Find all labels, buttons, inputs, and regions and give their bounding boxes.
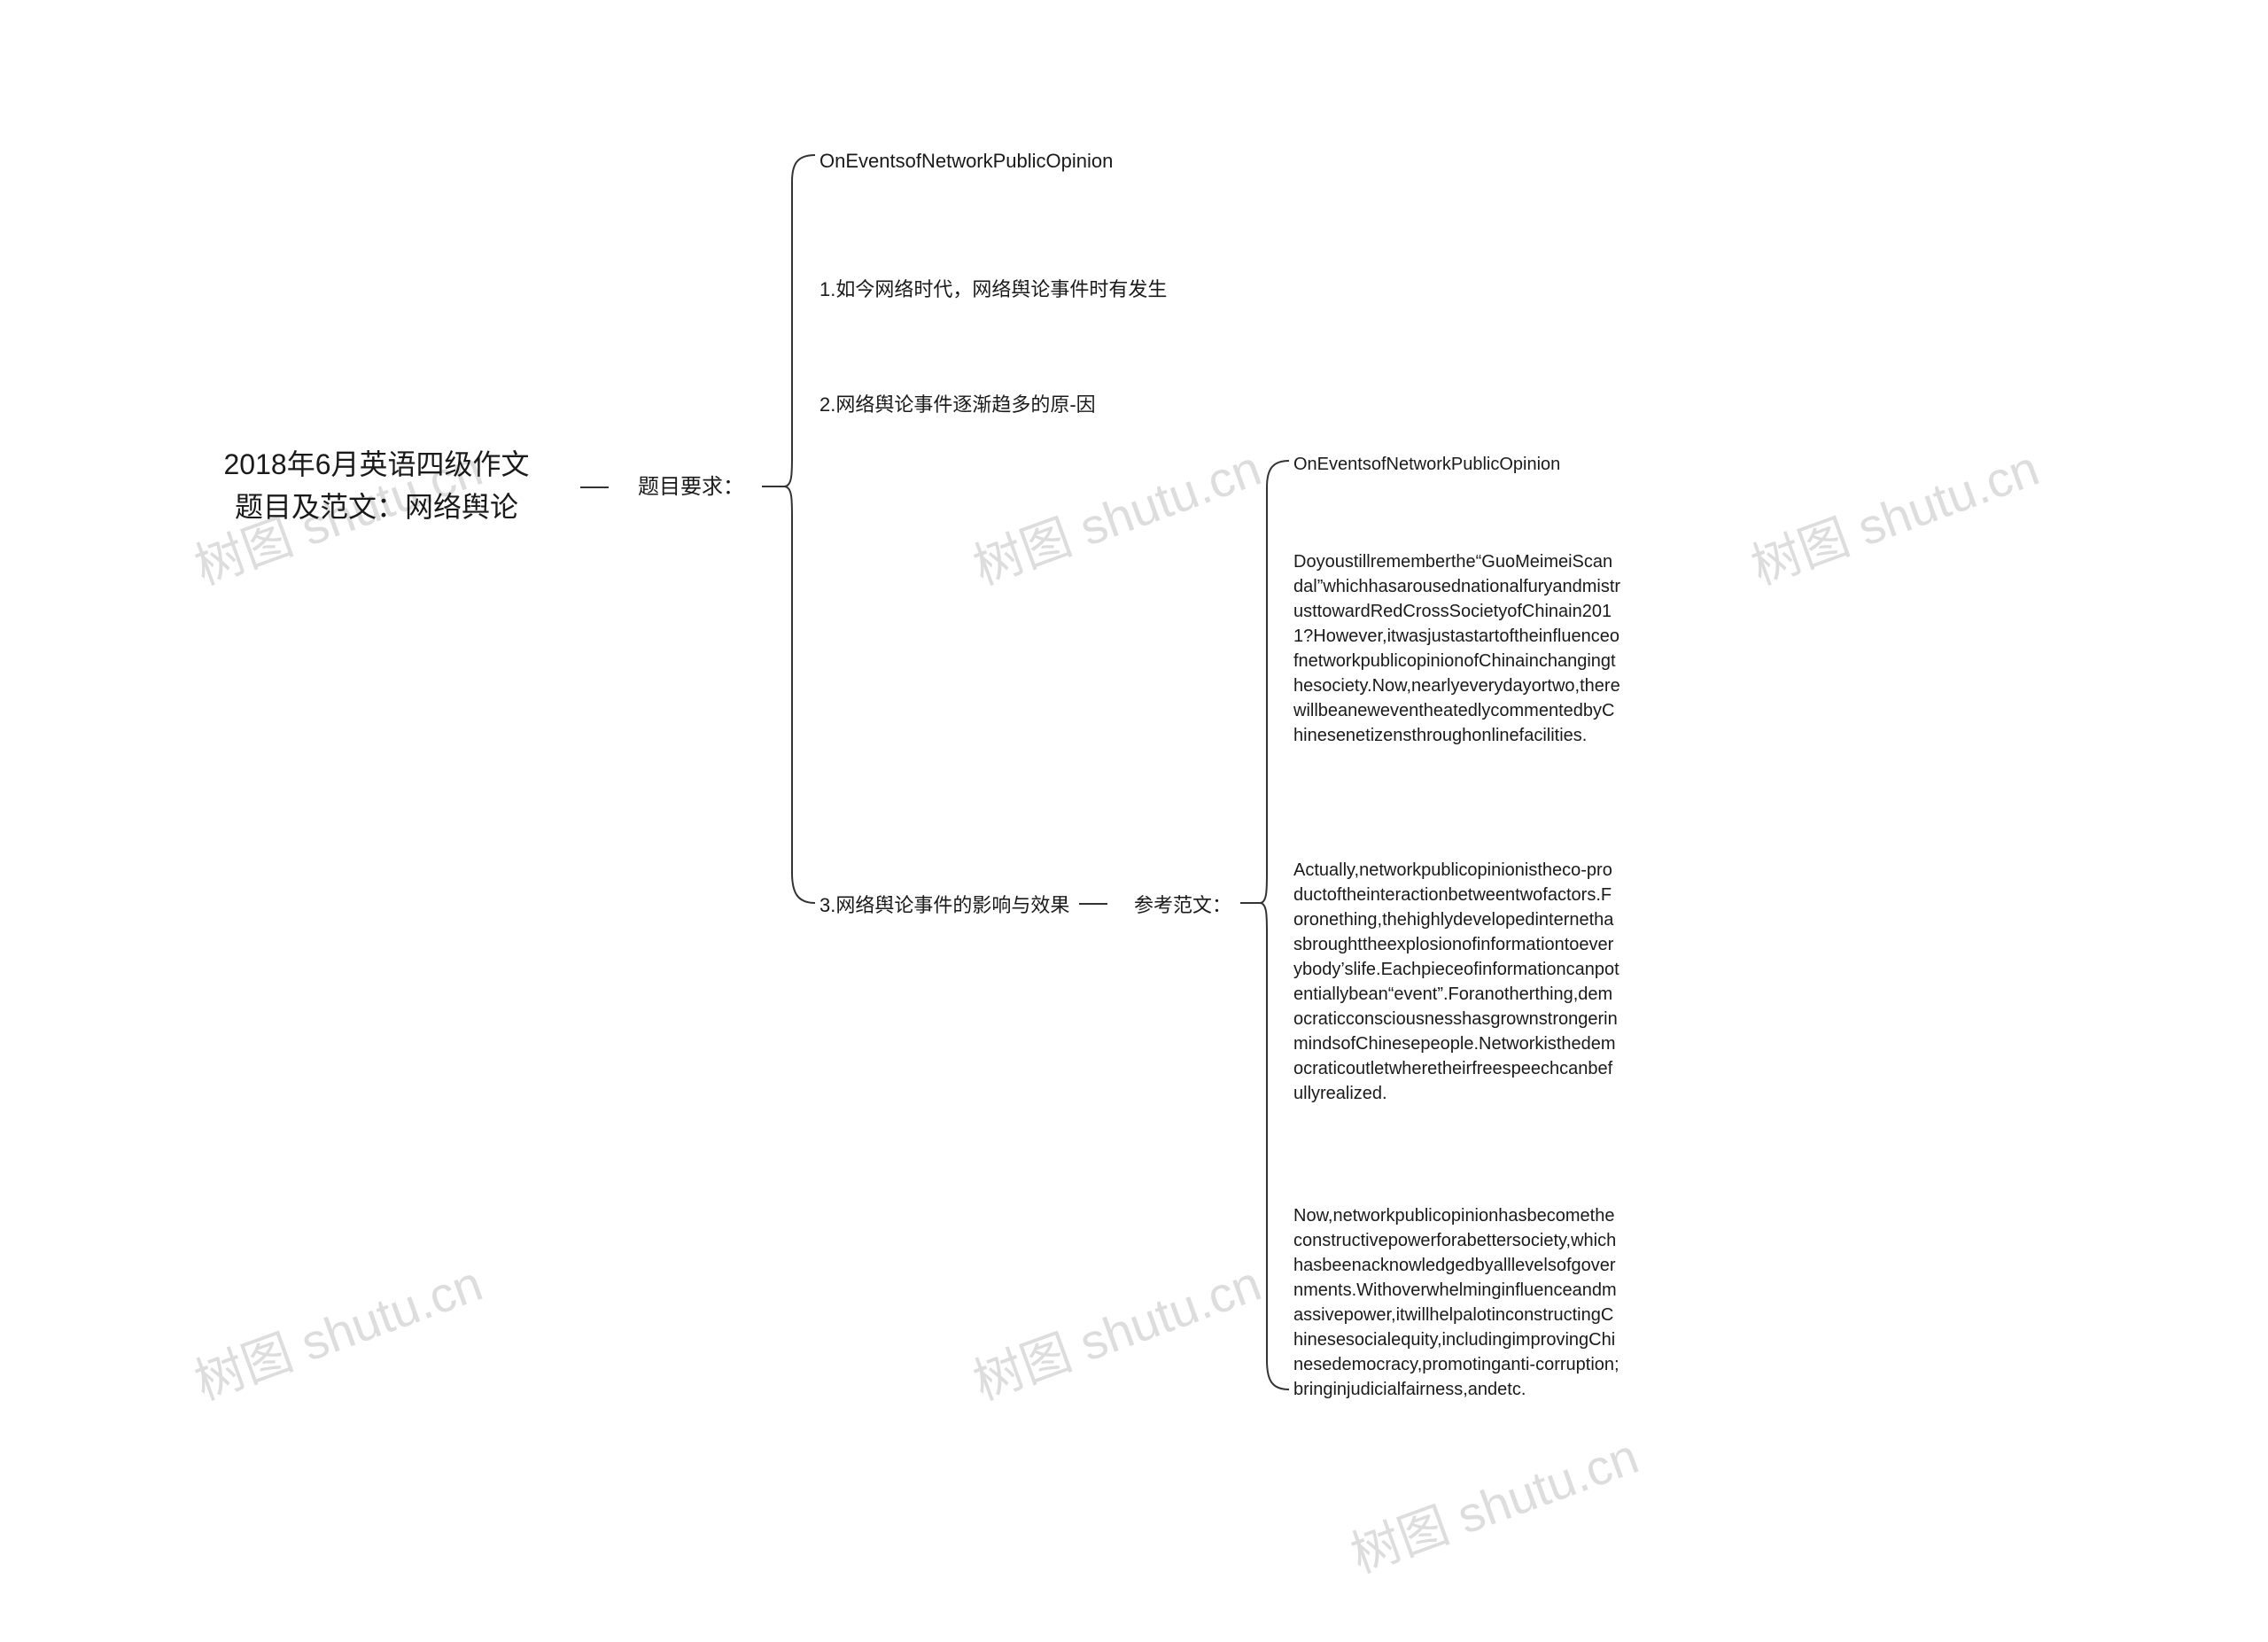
watermark: 树图 shutu.cn	[962, 429, 1270, 599]
connector-dash	[580, 486, 609, 488]
leaf-node-0: OnEventsofNetworkPublicOpinion	[1293, 452, 1621, 477]
leaf-node-1: Doyoustillrememberthe“GuoMeimeiScandal”w…	[1293, 549, 1621, 748]
level3-node: 参考范文：	[1134, 891, 1231, 920]
root-line2: 题目及范文：网络舆论	[199, 486, 554, 528]
bracket-level3	[1240, 461, 1289, 1391]
root-line1: 2018年6月英语四级作文	[199, 443, 554, 486]
connector-dash	[1079, 903, 1107, 905]
root-node: 2018年6月英语四级作文 题目及范文：网络舆论	[199, 443, 554, 528]
watermark: 树图 shutu.cn	[1740, 429, 2047, 599]
level2-item-0: OnEventsofNetworkPublicOpinion	[819, 146, 1113, 175]
leaf-node-2: Actually,networkpublicopinionistheco-pro…	[1293, 858, 1621, 1106]
level2-item-1: 1.如今网络时代，网络舆论事件时有发生	[819, 275, 1167, 304]
watermark: 树图 shutu.cn	[183, 1244, 491, 1414]
leaf-node-3: Now,networkpublicopinionhasbecomethecons…	[1293, 1203, 1621, 1402]
watermark: 树图 shutu.cn	[1340, 1417, 1647, 1587]
level1-node: 题目要求：	[638, 471, 744, 503]
level2-item-2: 2.网络舆论事件逐渐趋多的原-因	[819, 390, 1096, 419]
bracket-level1	[762, 155, 815, 904]
level2-item-3: 3.网络舆论事件的影响与效果	[819, 891, 1069, 920]
watermark: 树图 shutu.cn	[962, 1244, 1270, 1414]
